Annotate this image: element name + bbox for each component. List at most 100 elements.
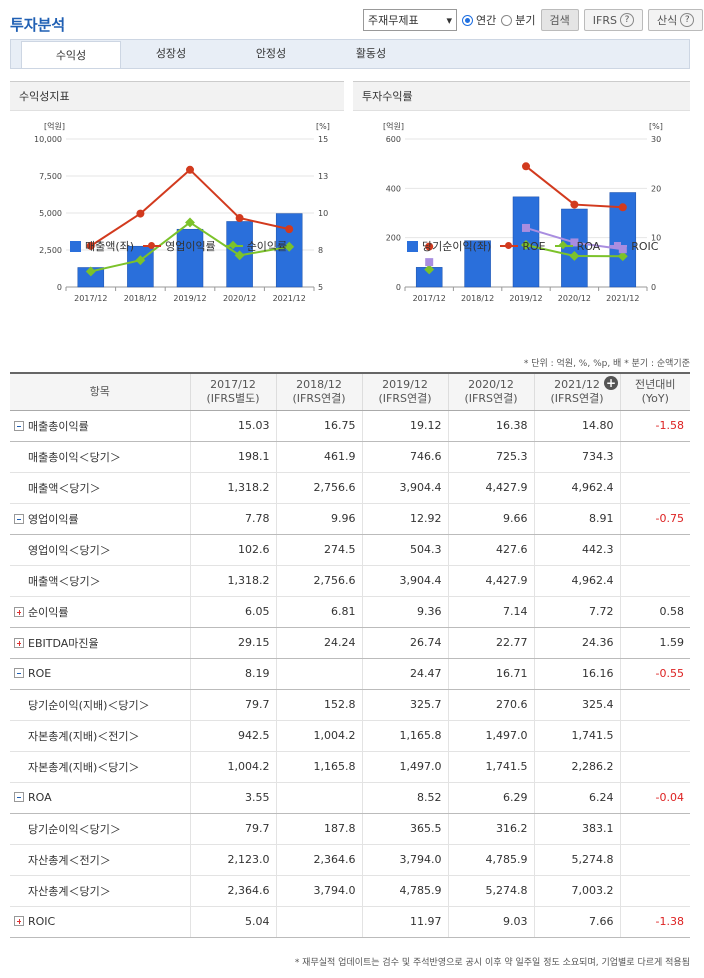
radio-annual-label: 연간 <box>476 14 497 27</box>
legend-item-roe[interactable]: ROE <box>500 239 546 253</box>
value-cell: 79.7 <box>190 689 277 721</box>
column-header-top: 2019/12 <box>382 377 428 391</box>
radio-quarter-label: 분기 <box>515 14 536 27</box>
row-label[interactable]: ROE <box>10 658 191 690</box>
collapse-icon[interactable] <box>14 420 24 431</box>
table-row: 순이익률 6.05 6.81 9.36 7.14 7.72 0.58 <box>10 596 690 628</box>
expand-icon[interactable] <box>14 916 24 926</box>
tab-bar: 수익성 성장성 안정성 활동성 <box>10 39 690 69</box>
formula-button[interactable]: 산식 ? <box>647 9 704 31</box>
value-cell: 325.7 <box>362 689 449 721</box>
line-circle-swatch-icon <box>143 241 162 251</box>
value-cell: 16.75 <box>276 410 363 442</box>
left-axis-unit: [억원] <box>383 121 404 131</box>
left-tick-label: 10,000 <box>34 135 62 144</box>
row-label-text: 자본총계(지배)＜전기＞ <box>28 729 140 743</box>
x-tick-label: 2021/12 <box>606 294 639 303</box>
value-cell: 16.38 <box>448 410 535 442</box>
line-point <box>618 245 627 254</box>
column-header-top: 2020/12 <box>468 377 514 391</box>
radio-unselected-icon <box>501 14 513 26</box>
yoy-cell: -0.55 <box>620 658 690 690</box>
expand-icon[interactable] <box>14 637 24 648</box>
value-cell: 734.3 <box>534 441 621 473</box>
value-cell: 102.6 <box>190 534 277 566</box>
column-header-top: 항목 <box>89 384 110 398</box>
legend-item-sales[interactable]: 매출액(좌) <box>70 238 134 254</box>
legend-item-op-margin[interactable]: 영업이익률 <box>143 238 216 254</box>
collapse-icon[interactable] <box>14 792 24 802</box>
row-label-text: 매출액＜당기＞ <box>28 574 101 588</box>
yoy-cell <box>620 844 690 876</box>
tab-activity[interactable]: 활동성 <box>355 47 387 60</box>
row-label[interactable]: 매출총이익률 <box>10 410 191 442</box>
value-cell: 9.03 <box>448 906 535 938</box>
line-point <box>86 241 95 250</box>
legend-item-roic[interactable]: ROIC <box>609 240 658 253</box>
value-cell: 152.8 <box>276 689 363 721</box>
tab-growth[interactable]: 성장성 <box>155 47 187 60</box>
legend-item-net-margin[interactable]: 순이익률 <box>224 238 288 254</box>
row-label: 자본총계(지배)＜당기＞ <box>10 751 191 783</box>
row-label[interactable]: 순이익률 <box>10 596 191 628</box>
row-label-text: 자산총계＜당기＞ <box>28 884 111 898</box>
value-cell: 1,497.0 <box>448 720 535 752</box>
value-cell: 427.6 <box>448 534 535 566</box>
row-label[interactable]: ROA <box>10 782 191 814</box>
x-tick-label: 2019/12 <box>173 294 206 303</box>
table-row: 매출액＜당기＞ 1,318.2 2,756.6 3,904.4 4,427.9 4,962… <box>10 565 690 597</box>
collapse-icon[interactable] <box>14 513 24 524</box>
value-cell: 7,003.2 <box>534 875 621 907</box>
x-tick-label: 2017/12 <box>74 294 107 303</box>
value-cell: 14.80 <box>534 410 621 442</box>
left-axis-unit: [억원] <box>44 121 65 131</box>
tab-stability[interactable]: 안정성 <box>255 47 287 60</box>
value-cell: 2,364.6 <box>276 844 363 876</box>
legend-label: 순이익률 <box>246 240 288 253</box>
value-cell: 383.1 <box>534 813 621 845</box>
page-title: 투자분석 <box>10 16 66 34</box>
value-cell: 12.92 <box>362 503 449 535</box>
yoy-cell <box>620 813 690 845</box>
series-line <box>139 221 191 262</box>
expand-icon[interactable] <box>14 606 24 617</box>
value-cell: 4,427.9 <box>448 472 535 504</box>
yoy-cell: -1.38 <box>620 906 690 938</box>
legend-label: ROE <box>522 239 546 253</box>
column-header-bottom: (YoY) <box>641 391 669 405</box>
column-header: 전년대비 (YoY) <box>620 372 690 411</box>
ifrs-button[interactable]: IFRS ? <box>583 9 643 31</box>
report-type-select[interactable]: 주재무제표 ▾ <box>363 9 457 31</box>
yoy-cell <box>620 441 690 473</box>
value-cell: 6.81 <box>276 596 363 628</box>
right-tick-label: 20 <box>651 184 661 193</box>
help-icon: ? <box>680 13 695 27</box>
yoy-cell: 0.58 <box>620 596 690 628</box>
value-cell: 4,785.9 <box>448 844 535 876</box>
tab-profitability[interactable]: 수익성 <box>21 41 121 68</box>
radio-annual[interactable]: 연간 <box>462 12 496 28</box>
collapse-icon[interactable] <box>14 668 24 678</box>
value-cell: 7.14 <box>448 596 535 628</box>
bar <box>512 196 540 288</box>
add-column-icon[interactable]: + <box>604 376 618 390</box>
legend-item-net-income[interactable]: 당기순이익(좌) <box>407 238 491 254</box>
row-label[interactable]: ROIC <box>10 906 191 938</box>
row-label[interactable]: 영업이익률 <box>10 503 191 535</box>
table-row: ROE 8.19 24.47 16.71 16.16 -0.55 <box>10 658 690 690</box>
row-label: 자본총계(지배)＜전기＞ <box>10 720 191 752</box>
row-label[interactable]: EBITDA마진율 <box>10 627 191 659</box>
column-header-top: 2017/12 <box>210 377 256 391</box>
line-diamond-swatch-icon <box>554 241 573 251</box>
line-point <box>521 240 531 250</box>
value-cell: 24.47 <box>362 658 449 690</box>
value-cell: 3,904.4 <box>362 472 449 504</box>
value-cell: 442.3 <box>534 534 621 566</box>
legend-item-roa[interactable]: ROA <box>554 240 600 253</box>
value-cell: 3,794.0 <box>276 875 363 907</box>
yoy-cell <box>620 472 690 504</box>
radio-quarter[interactable]: 분기 <box>501 12 536 28</box>
left-tick-label: 5,000 <box>39 209 62 218</box>
row-label-text: 자본총계(지배)＜당기＞ <box>28 760 140 774</box>
search-button[interactable]: 검색 <box>540 9 579 31</box>
